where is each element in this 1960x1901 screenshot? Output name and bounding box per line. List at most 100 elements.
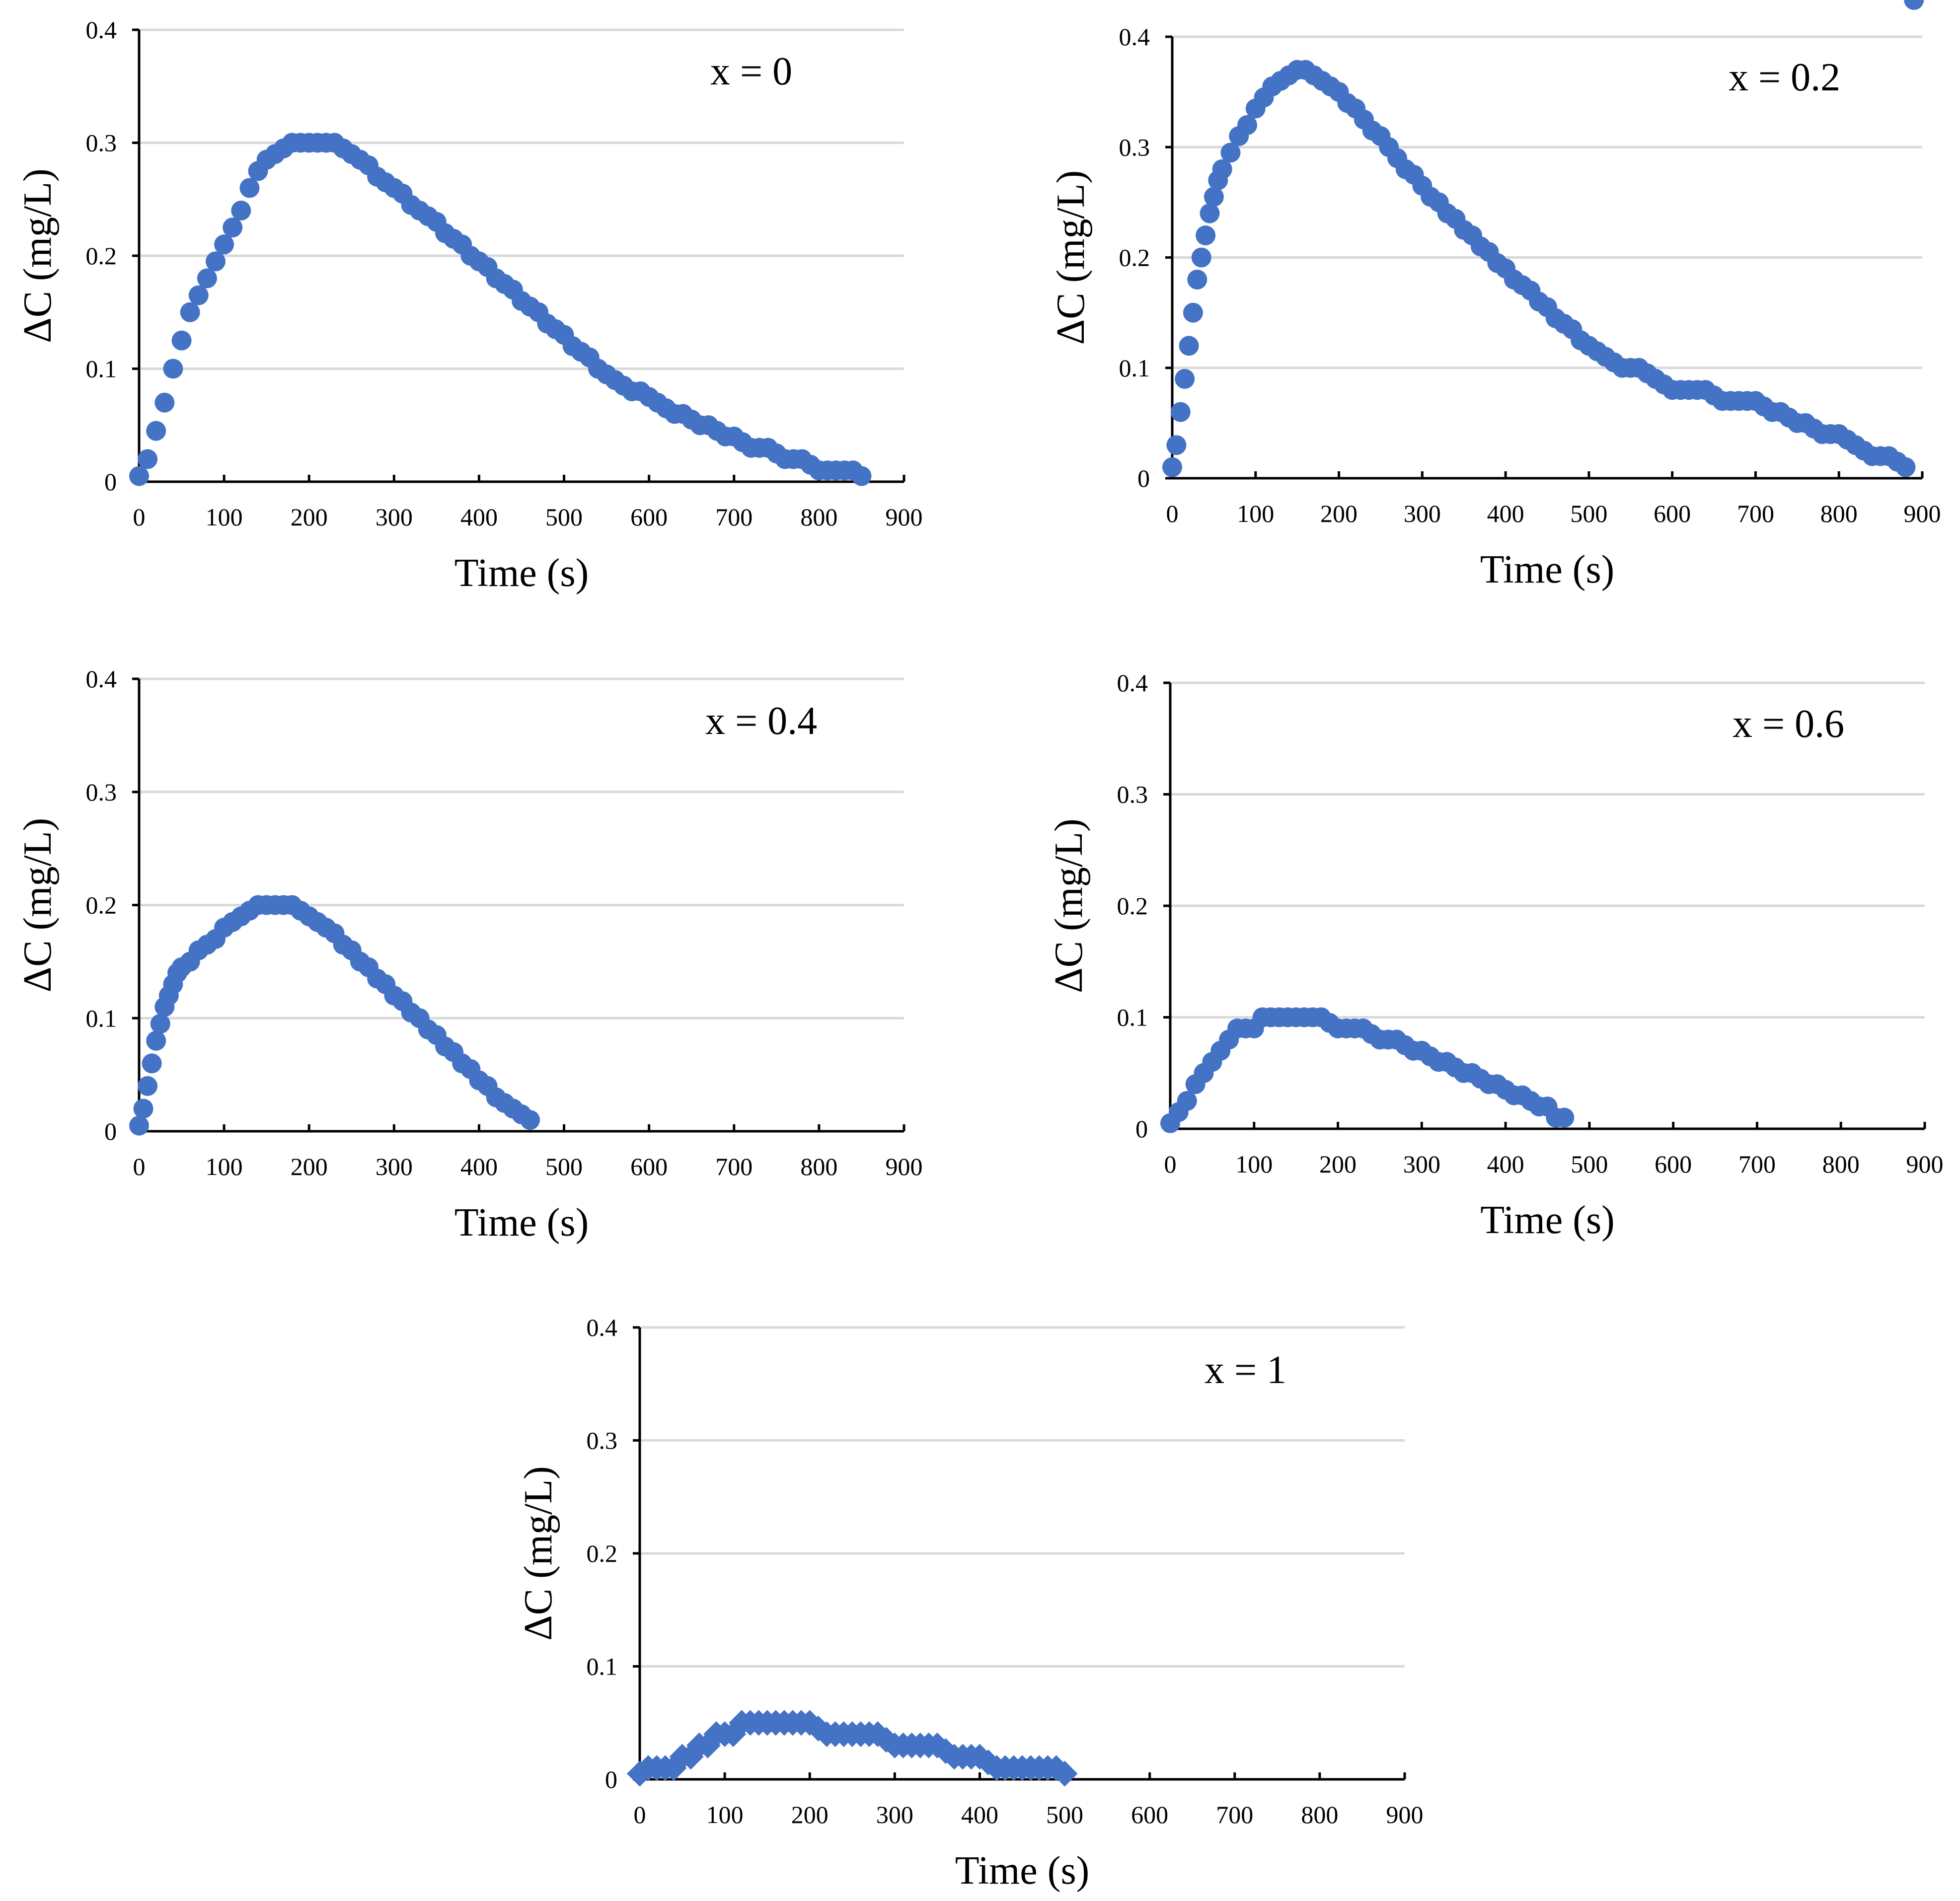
data-series (129, 133, 872, 486)
data-point (1052, 1760, 1078, 1787)
y-tick-label: 0.1 (587, 1653, 618, 1681)
data-point (146, 1030, 166, 1051)
x-tick-label: 500 (545, 503, 583, 531)
y-tick-label: 0 (1135, 1115, 1148, 1143)
x-tick-label: 900 (886, 503, 923, 531)
data-point (1895, 457, 1916, 477)
data-point (223, 218, 243, 238)
x-tick-label: 500 (1570, 500, 1607, 527)
x-tick-label: 200 (291, 503, 328, 531)
x-tick-label: 700 (1738, 1150, 1776, 1178)
y-tick-label: 0.4 (587, 1314, 618, 1341)
x-tick-label: 200 (1319, 1150, 1357, 1178)
y-tick-label: 0.2 (587, 1539, 618, 1567)
x-tick-label: 300 (1403, 1150, 1440, 1178)
data-point (1191, 247, 1211, 268)
x-tick-label: 700 (1737, 500, 1774, 527)
x-tick-label: 200 (291, 1153, 328, 1180)
x-tick-label: 800 (1820, 500, 1858, 527)
x-tick-label: 400 (1487, 1150, 1524, 1178)
panel-annotation: x = 0.4 (705, 699, 817, 743)
y-tick-label: 0.3 (86, 778, 117, 806)
data-point (1196, 225, 1216, 246)
y-tick-label: 0.4 (1119, 23, 1150, 51)
data-point (1187, 269, 1207, 290)
y-tick-label: 0 (104, 468, 117, 496)
x-tick-label: 400 (961, 1801, 998, 1828)
data-point (231, 201, 251, 220)
x-tick-label: 500 (545, 1153, 583, 1180)
y-tick-label: 0 (1137, 464, 1150, 492)
y-tick-label: 0 (605, 1765, 617, 1793)
x-tick-label: 900 (886, 1153, 923, 1180)
data-point (214, 234, 234, 255)
x-tick-label: 900 (1904, 500, 1941, 527)
y-tick-label: 0.3 (86, 129, 117, 157)
y-tick-label: 0.1 (1119, 354, 1150, 382)
x-tick-label: 600 (630, 1153, 668, 1180)
x-tick-label: 0 (634, 1801, 646, 1828)
x-tick-label: 700 (1216, 1801, 1253, 1828)
x-tick-label: 500 (1046, 1801, 1083, 1828)
data-point (1179, 336, 1199, 356)
data-point (163, 359, 183, 379)
data-point (197, 268, 217, 289)
x-tick-label: 600 (630, 503, 668, 531)
x-tick-label: 300 (876, 1801, 913, 1828)
x-tick-label: 100 (1237, 500, 1274, 527)
data-point (133, 1098, 153, 1119)
x-tick-label: 700 (715, 1153, 753, 1180)
data-point (851, 466, 872, 486)
x-tick-label: 0 (133, 1153, 146, 1180)
data-series (1160, 1007, 1575, 1133)
data-point (1204, 187, 1224, 207)
y-tick-label: 0.2 (86, 891, 117, 919)
x-tick-label: 900 (1386, 1801, 1424, 1828)
y-tick-label: 0.1 (1117, 1004, 1148, 1031)
x-tick-label: 200 (791, 1801, 829, 1828)
y-tick-label: 0.2 (86, 242, 117, 270)
data-series (627, 1710, 1078, 1787)
data-point (1212, 159, 1232, 179)
data-point (1183, 302, 1203, 323)
data-point (1904, 0, 1924, 10)
x-tick-label: 600 (1655, 1150, 1692, 1178)
x-tick-label: 800 (1301, 1801, 1338, 1828)
data-series (1162, 0, 1924, 477)
y-tick-label: 0 (104, 1117, 117, 1145)
x-tick-label: 800 (800, 503, 837, 531)
y-tick-label: 0.2 (1117, 892, 1148, 920)
chart-panel: 0 0.1 0.2 0.3 0.4 0 100 200 300 400 500 600 700 800 90… (517, 1314, 1424, 1893)
data-point (520, 1110, 540, 1130)
data-point (129, 466, 149, 486)
x-tick-label: 100 (206, 1153, 243, 1180)
data-point (1162, 457, 1182, 477)
chart-panel: 0 0.1 0.2 0.3 0.4 0 100 200 300 400 500 600 700 800 90… (16, 665, 923, 1244)
data-point (129, 1115, 149, 1136)
y-tick-label: 0.1 (86, 1004, 117, 1032)
y-tick-label: 0.3 (1117, 781, 1148, 808)
x-tick-label: 400 (460, 503, 498, 531)
x-axis-title: Time (s) (1480, 548, 1614, 591)
data-point (146, 421, 166, 441)
x-tick-label: 500 (1571, 1150, 1608, 1178)
x-tick-label: 400 (460, 1153, 498, 1180)
x-axis-title: Time (s) (454, 1201, 589, 1244)
data-point (154, 392, 175, 413)
y-axis-title: ΔC (mg/L) (1049, 170, 1093, 345)
panel-annotation: x = 0 (710, 50, 792, 93)
data-point (180, 302, 200, 322)
x-tick-label: 300 (376, 1153, 413, 1180)
x-tick-label: 300 (376, 503, 413, 531)
x-tick-label: 800 (800, 1153, 837, 1180)
y-tick-label: 0.3 (587, 1427, 618, 1455)
x-axis-title: Time (s) (955, 1849, 1089, 1893)
data-point (142, 1053, 162, 1074)
x-tick-label: 0 (1164, 1150, 1177, 1178)
data-point (150, 1014, 170, 1034)
data-point (1200, 203, 1220, 223)
y-tick-label: 0.1 (86, 355, 117, 383)
panel-annotation: x = 1 (1205, 1348, 1286, 1392)
data-point (1170, 402, 1191, 422)
